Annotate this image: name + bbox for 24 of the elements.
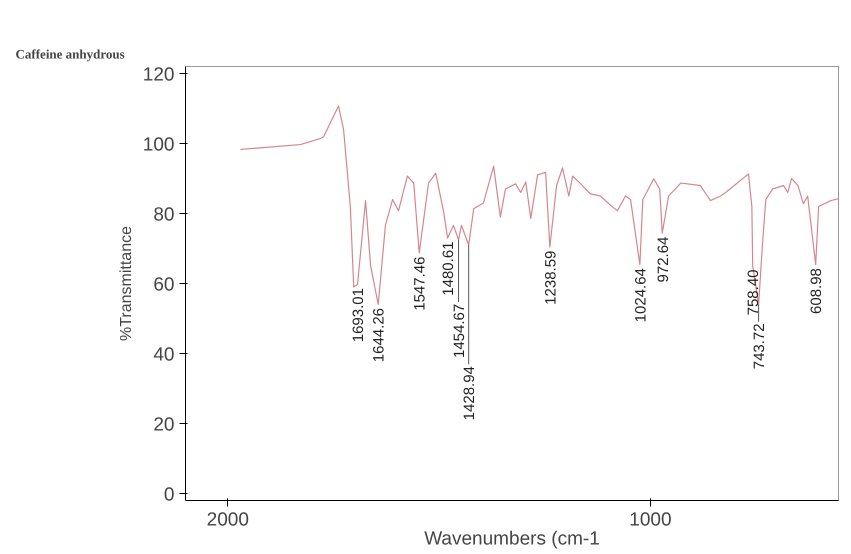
x-tick-label: 2000 (206, 510, 249, 530)
y-tick-label: 20 (153, 414, 175, 436)
y-tick-label: 0 (164, 484, 175, 506)
y-axis-title: %Transmittance (118, 226, 135, 341)
annotation: 758.40 (745, 269, 762, 316)
text: Caffeine anhydrous (16, 46, 125, 62)
y-tick-label: 120 (142, 64, 174, 86)
annotation: 1693.01 (350, 288, 368, 342)
annotation: 1644.26 (370, 308, 388, 362)
annotation: 1024.64 (632, 268, 650, 322)
annotation: 1238.59 (542, 250, 560, 305)
annotation: 1454.67 (451, 304, 468, 358)
annotation: 1428.94 (461, 366, 478, 420)
annotation: 1480.61 (440, 241, 458, 296)
annotation: 972.64 (654, 236, 672, 282)
y-tick-label: 60 (153, 274, 175, 296)
x-axis-title: Wavenumbers (cm-1 (424, 528, 600, 550)
y-tick-label: 100 (142, 134, 174, 156)
annotation: 743.72 (751, 323, 768, 370)
y-tick-label: 40 (153, 344, 175, 366)
y-tick-label: 80 (153, 204, 175, 226)
annotation: 608.98 (808, 268, 826, 314)
annotation: 1547.46 (412, 256, 429, 311)
x-tick-label: 1000 (629, 510, 672, 530)
